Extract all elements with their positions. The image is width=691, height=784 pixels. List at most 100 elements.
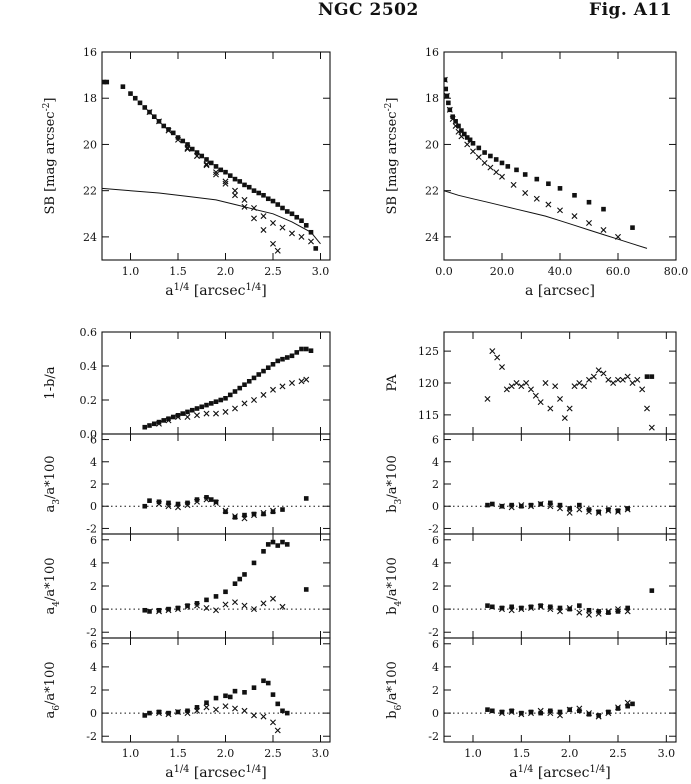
data-point-cross	[624, 506, 631, 513]
data-point-cross	[251, 512, 257, 519]
data-point-cross	[251, 606, 257, 613]
data-point-cross	[241, 196, 248, 203]
data-point-cross	[298, 378, 305, 385]
data-point-square	[232, 515, 238, 520]
y-tick-label: 6	[432, 638, 439, 651]
data-point-cross	[581, 383, 588, 390]
data-point-cross	[537, 399, 544, 406]
data-point-cross	[537, 603, 544, 610]
data-point-cross	[619, 376, 626, 383]
data-point-cross	[499, 710, 505, 717]
data-point-cross	[576, 609, 583, 616]
data-point-cross	[213, 706, 219, 713]
data-point-square	[649, 374, 655, 379]
data-point-square	[294, 350, 300, 355]
x-tick-label: 1.0	[122, 265, 140, 278]
data-point-square	[166, 500, 171, 506]
data-point-square	[596, 713, 601, 718]
data-point-square	[490, 501, 495, 507]
data-point-square	[204, 597, 209, 603]
y-tick-label: 18	[83, 92, 97, 105]
data-point-cross	[503, 386, 510, 393]
y-tick-label: 16	[425, 46, 439, 59]
data-point-cross	[165, 417, 172, 424]
data-point-cross	[566, 706, 573, 713]
data-point-square	[175, 413, 181, 418]
data-point-square	[261, 549, 266, 554]
data-point-cross	[586, 376, 592, 383]
data-point-cross	[251, 215, 257, 222]
panel-b3: -2 0 2 4 6 b3/a*100	[385, 433, 677, 535]
data-point-square	[567, 606, 572, 612]
data-point-cross	[470, 148, 476, 155]
data-point-square	[261, 511, 266, 517]
data-point-cross	[251, 397, 257, 403]
series-line	[102, 187, 321, 245]
data-point-cross	[444, 92, 450, 99]
data-point-cross	[557, 505, 563, 512]
data-point-cross	[605, 507, 612, 514]
data-point-cross	[146, 109, 153, 116]
data-point-square	[161, 418, 167, 423]
data-point-cross	[484, 395, 491, 402]
data-point-square	[227, 392, 233, 398]
data-point-cross	[547, 606, 554, 613]
data-point-square	[459, 128, 464, 133]
data-point-cross	[528, 386, 534, 393]
data-point-square	[185, 409, 190, 415]
y-tick-label: 4	[432, 557, 439, 570]
panel-b4: -2 0 2 4 6 b4/a*100	[385, 533, 677, 639]
data-layer	[485, 588, 655, 618]
data-point-square	[586, 607, 592, 613]
data-point-square	[185, 708, 190, 714]
data-point-square	[194, 497, 200, 502]
data-point-square	[189, 146, 195, 152]
data-point-square	[232, 688, 238, 694]
data-point-square	[142, 424, 148, 430]
data-point-cross	[232, 187, 238, 194]
data-point-cross	[615, 508, 621, 515]
data-point-square	[237, 385, 243, 391]
data-point-cross	[590, 373, 597, 380]
data-point-square	[528, 502, 534, 508]
data-point-square	[485, 603, 490, 608]
data-point-cross	[499, 173, 505, 180]
data-point-cross	[156, 420, 162, 427]
data-point-square	[204, 402, 209, 408]
data-point-cross	[156, 118, 162, 125]
y-tick-label: -2	[428, 522, 439, 535]
data-point-square	[606, 610, 611, 615]
data-point-cross	[586, 508, 592, 515]
data-point-square	[227, 694, 233, 700]
data-point-cross	[586, 710, 592, 717]
data-point-square	[147, 609, 152, 614]
data-point-cross	[648, 424, 655, 431]
data-point-square	[156, 607, 162, 613]
y-tick-label: 4	[90, 661, 97, 674]
data-point-square	[482, 150, 487, 155]
data-point-square	[488, 153, 493, 159]
panel-a6: 1.0 1.5 2.0 2.5 3.0 -2 0 2 4 6 a6/a*100 a1/4 [arcse…	[43, 637, 331, 781]
data-point-cross	[270, 719, 276, 726]
data-point-square	[223, 169, 228, 175]
data-point-square	[456, 123, 461, 129]
data-point-cross	[213, 410, 219, 417]
x-tick-label: 2.5	[264, 265, 282, 278]
data-point-square	[137, 100, 143, 106]
y-axis-label: b3/a*100	[385, 455, 404, 513]
y-tick-label: 4	[90, 456, 97, 469]
data-point-cross	[298, 233, 305, 240]
data-point-square	[509, 708, 514, 714]
data-point-cross	[595, 713, 602, 720]
data-point-square	[649, 588, 655, 593]
data-point-cross	[571, 213, 578, 220]
plot-frame	[443, 433, 677, 535]
data-point-cross	[508, 383, 515, 390]
y-tick-label: 16	[83, 46, 97, 59]
data-point-square	[232, 176, 238, 182]
y-tick-label: 0	[432, 500, 439, 513]
data-point-square	[242, 690, 247, 695]
data-point-cross	[222, 180, 229, 187]
y-tick-label: 2	[90, 684, 97, 697]
data-point-cross	[629, 380, 636, 386]
